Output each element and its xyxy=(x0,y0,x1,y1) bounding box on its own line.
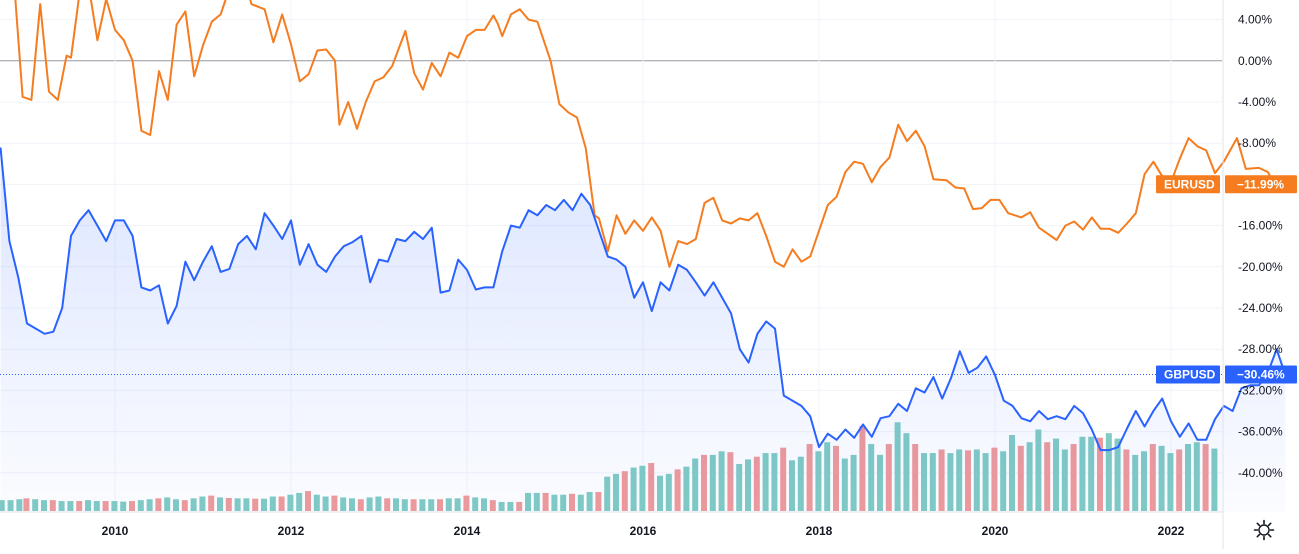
axis-layer: 4.00%0.00%-4.00%-8.00%-12.00%-16.00%-20.… xyxy=(0,0,1283,549)
y-tick-label: -24.00% xyxy=(1238,301,1283,315)
gbpusd-name-tag xyxy=(1156,365,1220,384)
eurusd-name-tag xyxy=(1156,175,1220,194)
gbpusd-value-label: −30.46% xyxy=(1237,368,1285,382)
y-tick-label: -8.00% xyxy=(1238,136,1276,150)
gbpusd-area xyxy=(0,148,1286,512)
area-layer xyxy=(0,148,1286,512)
gbpusd-line xyxy=(0,147,1287,452)
line-layer xyxy=(0,0,1287,452)
x-tick-label: 2010 xyxy=(102,524,129,538)
y-tick-label: -36.00% xyxy=(1238,425,1283,439)
y-tick-label: -16.00% xyxy=(1238,219,1283,233)
gbpusd-value-tag xyxy=(1225,365,1297,384)
y-tick-label: 4.00% xyxy=(1238,13,1272,27)
y-tick-label: -20.00% xyxy=(1238,260,1283,274)
eurusd-line xyxy=(14,0,1287,268)
y-tick-label: -40.00% xyxy=(1238,466,1283,480)
x-tick-label: 2022 xyxy=(1158,524,1185,538)
gbpusd-name-label: GBPUSD xyxy=(1164,368,1216,382)
y-tick-label: -32.00% xyxy=(1238,383,1283,397)
gear-icon[interactable] xyxy=(1252,518,1276,542)
x-tick-label: 2016 xyxy=(630,524,657,538)
x-tick-label: 2012 xyxy=(278,524,305,538)
x-tick-label: 2018 xyxy=(806,524,833,538)
y-tick-label: 0.00% xyxy=(1238,54,1272,68)
eurusd-value-tag xyxy=(1225,175,1297,194)
y-tick-label: -4.00% xyxy=(1238,95,1276,109)
eurusd-name-label: EURUSD xyxy=(1164,177,1215,191)
x-tick-label: 2020 xyxy=(982,524,1009,538)
eurusd-value-label: −11.99% xyxy=(1237,177,1284,191)
x-tick-label: 2014 xyxy=(454,524,481,538)
y-tick-label: -28.00% xyxy=(1238,342,1283,356)
tag-layer: EURUSD −11.99% GBPUSD −30.46% xyxy=(0,175,1297,384)
